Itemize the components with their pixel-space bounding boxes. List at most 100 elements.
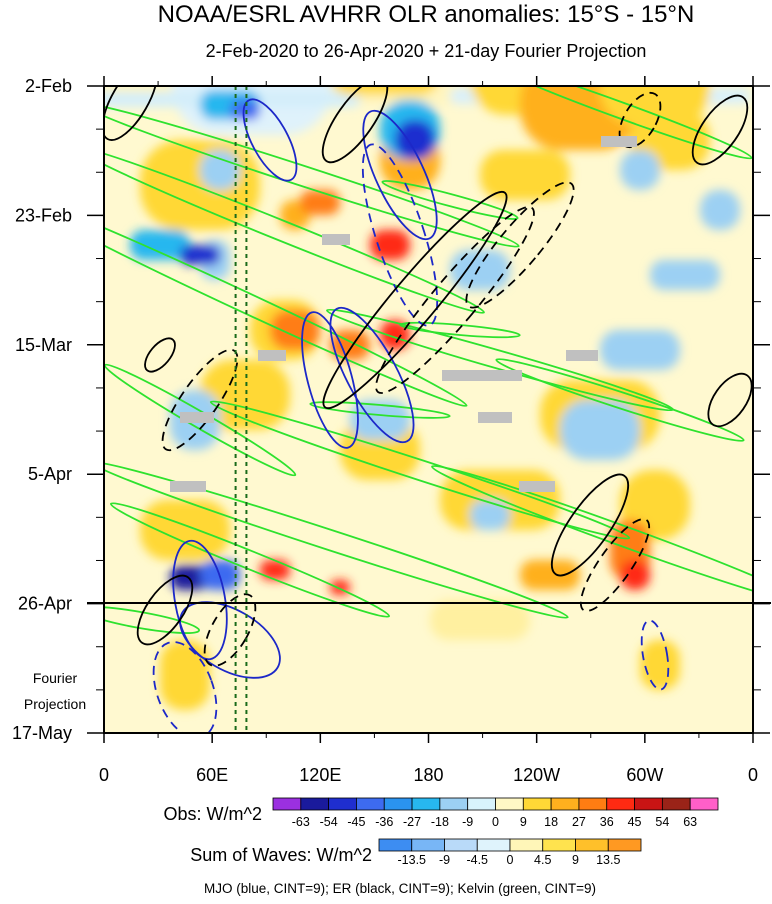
x-tick-label: 120W xyxy=(513,765,560,785)
waves-colorbar: -13.5 -9 -4.5 0 4.5 9 13.5 xyxy=(378,838,642,867)
wave-contour xyxy=(309,401,451,419)
missing-data-patch xyxy=(170,481,206,492)
waves-colorbar-label: -4.5 xyxy=(466,853,488,867)
chart-subtitle: 2-Feb-2020 to 26-Apr-2020 + 21-day Fouri… xyxy=(206,41,647,61)
obs-colorbar-cell xyxy=(411,797,441,811)
obs-colorbar-cell xyxy=(356,797,385,811)
obs-colorbar-cell xyxy=(661,797,691,811)
projection-label-line1: Fourier xyxy=(33,670,78,686)
wave-contour xyxy=(431,465,753,605)
reference-lines xyxy=(234,86,248,733)
anomaly-patch xyxy=(140,500,230,560)
waves-colorbar-label: 4.5 xyxy=(534,853,551,867)
obs-colorbar-label: 27 xyxy=(572,815,586,829)
anomaly-patch xyxy=(520,560,580,590)
missing-data-patches xyxy=(170,136,637,492)
missing-data-patch xyxy=(601,136,637,147)
wave-contour xyxy=(104,146,485,314)
anomaly-patch xyxy=(620,150,660,190)
anomaly-patch xyxy=(180,245,220,265)
wave-contour xyxy=(322,190,508,410)
y-tick-label: 26-Apr xyxy=(18,594,72,614)
anomaly-patch xyxy=(600,330,680,370)
wave-contour xyxy=(104,461,569,619)
wave-contour xyxy=(361,143,439,327)
anomaly-patch xyxy=(230,100,260,120)
wave-contour xyxy=(399,321,521,339)
wave-contour xyxy=(104,86,159,141)
wave-contour xyxy=(301,311,359,449)
y-tick-label: 17-May xyxy=(12,723,72,743)
x-tick-label: 180 xyxy=(413,765,443,785)
wave-contour xyxy=(707,372,753,428)
anomaly-patch xyxy=(650,260,720,290)
obs-colorbar-label: -27 xyxy=(403,815,421,829)
y-tick-label: 23-Feb xyxy=(15,205,72,225)
waves-legend-label: Sum of Waves: W/m^2 xyxy=(190,845,372,865)
x-tick-label: 120E xyxy=(299,765,341,785)
anomaly-patch xyxy=(700,190,740,230)
wave-contour xyxy=(495,358,745,442)
wave-contour xyxy=(172,539,228,661)
obs-colorbar-label: 9 xyxy=(520,815,527,829)
obs-colorbar-label: 63 xyxy=(683,815,697,829)
anomaly-patch xyxy=(450,250,510,290)
waves-colorbar-label: 0 xyxy=(507,853,514,867)
anomaly-patch xyxy=(395,120,435,160)
x-tick-label: 60E xyxy=(196,765,228,785)
waves-colorbar-cell xyxy=(509,838,544,852)
anomaly-patch xyxy=(370,230,410,260)
obs-colorbar-label: 36 xyxy=(600,815,614,829)
missing-data-patch xyxy=(322,234,350,245)
wave-contour xyxy=(179,601,281,679)
obs-colorbar-label: -54 xyxy=(320,815,338,829)
obs-colorbar-cell xyxy=(606,797,635,811)
obs-colorbar-label: -36 xyxy=(375,815,393,829)
obs-colorbar-label: -9 xyxy=(462,815,473,829)
obs-colorbar-label: 54 xyxy=(655,815,669,829)
obs-colorbar-cell xyxy=(550,797,580,811)
waves-colorbar-cell xyxy=(607,838,642,852)
wave-contour xyxy=(104,193,468,407)
missing-data-patch xyxy=(519,481,555,492)
obs-colorbar-cell xyxy=(439,797,469,811)
obs-colorbar-label: -18 xyxy=(431,815,449,829)
x-tick-label: 0 xyxy=(748,765,758,785)
anomaly-patch xyxy=(170,565,210,590)
obs-colorbar-cell xyxy=(328,797,357,811)
wave-contour xyxy=(579,518,651,612)
wave-contour xyxy=(144,337,176,373)
obs-colorbar-cell xyxy=(272,797,302,811)
obs-colorbar-cell xyxy=(634,797,663,811)
waves-colorbar-cell xyxy=(378,838,413,852)
anomaly-patch xyxy=(140,140,260,230)
obs-colorbar-cell xyxy=(467,797,496,811)
waves-colorbar-label: 13.5 xyxy=(596,853,620,867)
x-tick-label: 0 xyxy=(99,765,109,785)
contour-legend: MJO (blue, CINT=9); ER (black, CINT=9); … xyxy=(204,881,596,896)
wave-contour xyxy=(136,574,194,646)
obs-colorbar-cell xyxy=(495,797,524,811)
obs-colorbar-label: 0 xyxy=(492,815,499,829)
obs-legend-label: Obs: W/m^2 xyxy=(164,804,262,824)
waves-colorbar-cell xyxy=(411,838,445,852)
anomaly-patch xyxy=(640,640,680,690)
waves-colorbar-cell xyxy=(542,838,576,852)
missing-data-patch xyxy=(478,412,512,423)
waves-colorbar-label: -9 xyxy=(439,853,450,867)
x-tick-label: 60W xyxy=(626,765,663,785)
wave-contour xyxy=(640,619,670,691)
wave-contour xyxy=(161,348,239,452)
missing-data-patch xyxy=(566,350,598,361)
missing-data-patch xyxy=(258,350,286,361)
obs-colorbar-label: 18 xyxy=(544,815,558,829)
wave-contour xyxy=(381,180,519,220)
waves-colorbar-label: -13.5 xyxy=(398,853,427,867)
anomaly-patch xyxy=(130,230,190,260)
anomaly-patch xyxy=(480,150,570,200)
anomaly-patch xyxy=(160,640,210,710)
wave-contour xyxy=(550,473,630,577)
obs-colorbar: -63 -54 -45 -36 -27 -18 -9 0 9 18 27 36 45 54 63 xyxy=(272,797,719,829)
